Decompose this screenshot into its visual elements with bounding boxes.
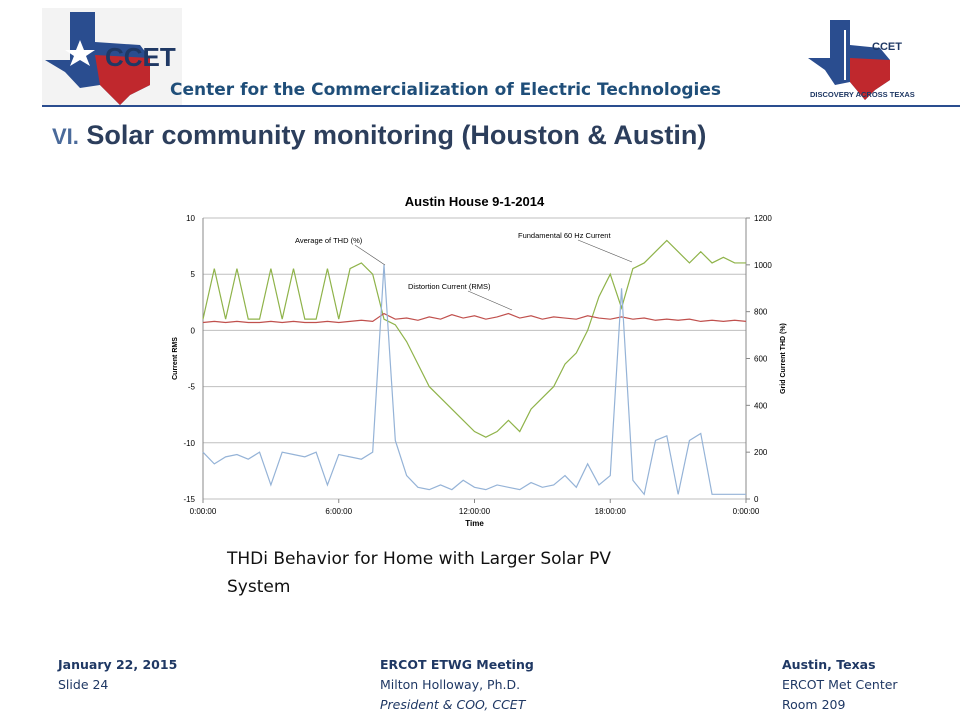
caption: THDi Behavior for Home with Larger Solar…	[227, 549, 611, 597]
footer-text: Room 209	[782, 697, 846, 712]
chart-title: Austin House 9-1-2014	[405, 194, 545, 209]
annotation-arrow	[354, 244, 386, 266]
annotation: Distortion Current (RMS)	[408, 282, 491, 291]
footer-text: ERCOT Met Center	[782, 677, 898, 692]
annotation: Average of THD (%)	[295, 236, 363, 245]
org-name: Center for the Commercialization of Elec…	[170, 80, 722, 100]
series-line	[202, 264, 746, 496]
footer-left: January 22, 2015 Slide 24	[58, 655, 177, 695]
x-axis-label: Time	[465, 519, 484, 528]
x-tick-label: 12:00:00	[459, 507, 491, 516]
y-tick-label: 5	[191, 270, 196, 279]
chart: Austin House 9-1-2014 -15 -10 -5 0 5 10 0 200 400…	[172, 194, 787, 528]
y2-tick-label: 800	[754, 308, 768, 317]
y2-tick-label: 1200	[754, 214, 772, 223]
annotation: Fundamental 60 Hz Current	[518, 231, 611, 240]
y2-tick-label: 400	[754, 401, 768, 410]
x-tick-label: 18:00:00	[595, 507, 627, 516]
logo-tagline: DISCOVERY ACROSS TEXAS	[810, 90, 915, 99]
y-tick-label: -15	[183, 495, 195, 504]
logo-right-text: CCET	[872, 41, 902, 53]
x-tick-label: 0:00:00	[190, 507, 217, 516]
logo-left-text: CCET	[105, 42, 176, 72]
footer-right: Austin, Texas ERCOT Met Center Room 209	[782, 655, 898, 715]
annotation-arrow	[577, 239, 633, 263]
footer-text: Slide 24	[58, 677, 109, 692]
y2-tick-label: 1000	[754, 261, 772, 270]
x-tick-label: 0:00:00	[733, 507, 760, 516]
star	[65, 40, 95, 66]
y-axis-label: Current RMS	[172, 337, 179, 380]
annotation-arrow	[467, 290, 513, 311]
y2-tick-label: 600	[754, 355, 768, 364]
x-tick-label: 6:00:00	[325, 507, 352, 516]
footer-text: Austin, Texas	[782, 657, 876, 672]
y2-tick-label: 200	[754, 448, 768, 457]
y2-axis-label: Grid Current THD (%)	[780, 323, 787, 394]
series-line	[202, 312, 747, 324]
texas-red-right	[850, 58, 890, 100]
slide-title-text: Solar community monitoring (Houston & Au…	[86, 120, 707, 150]
y2-tick-label: 0	[754, 495, 759, 504]
slide-number: VI.	[52, 124, 79, 149]
slide-title: VI. Solar community monitoring (Houston …	[52, 120, 706, 151]
y-tick-label: -5	[188, 383, 196, 392]
y-tick-label: 10	[186, 214, 195, 223]
footer-text: President & COO, CCET	[380, 697, 526, 712]
series-line	[202, 239, 746, 438]
footer-text: Milton Holloway, Ph.D.	[380, 677, 521, 692]
footer-text: January 22, 2015	[58, 657, 178, 672]
y-tick-label: 0	[191, 326, 196, 335]
y-tick-label: -10	[183, 439, 195, 448]
footer-text: ERCOT ETWG Meeting	[380, 657, 534, 672]
footer-center: ERCOT ETWG Meeting Milton Holloway, Ph.D.…	[380, 655, 534, 715]
texas-red	[95, 55, 150, 105]
